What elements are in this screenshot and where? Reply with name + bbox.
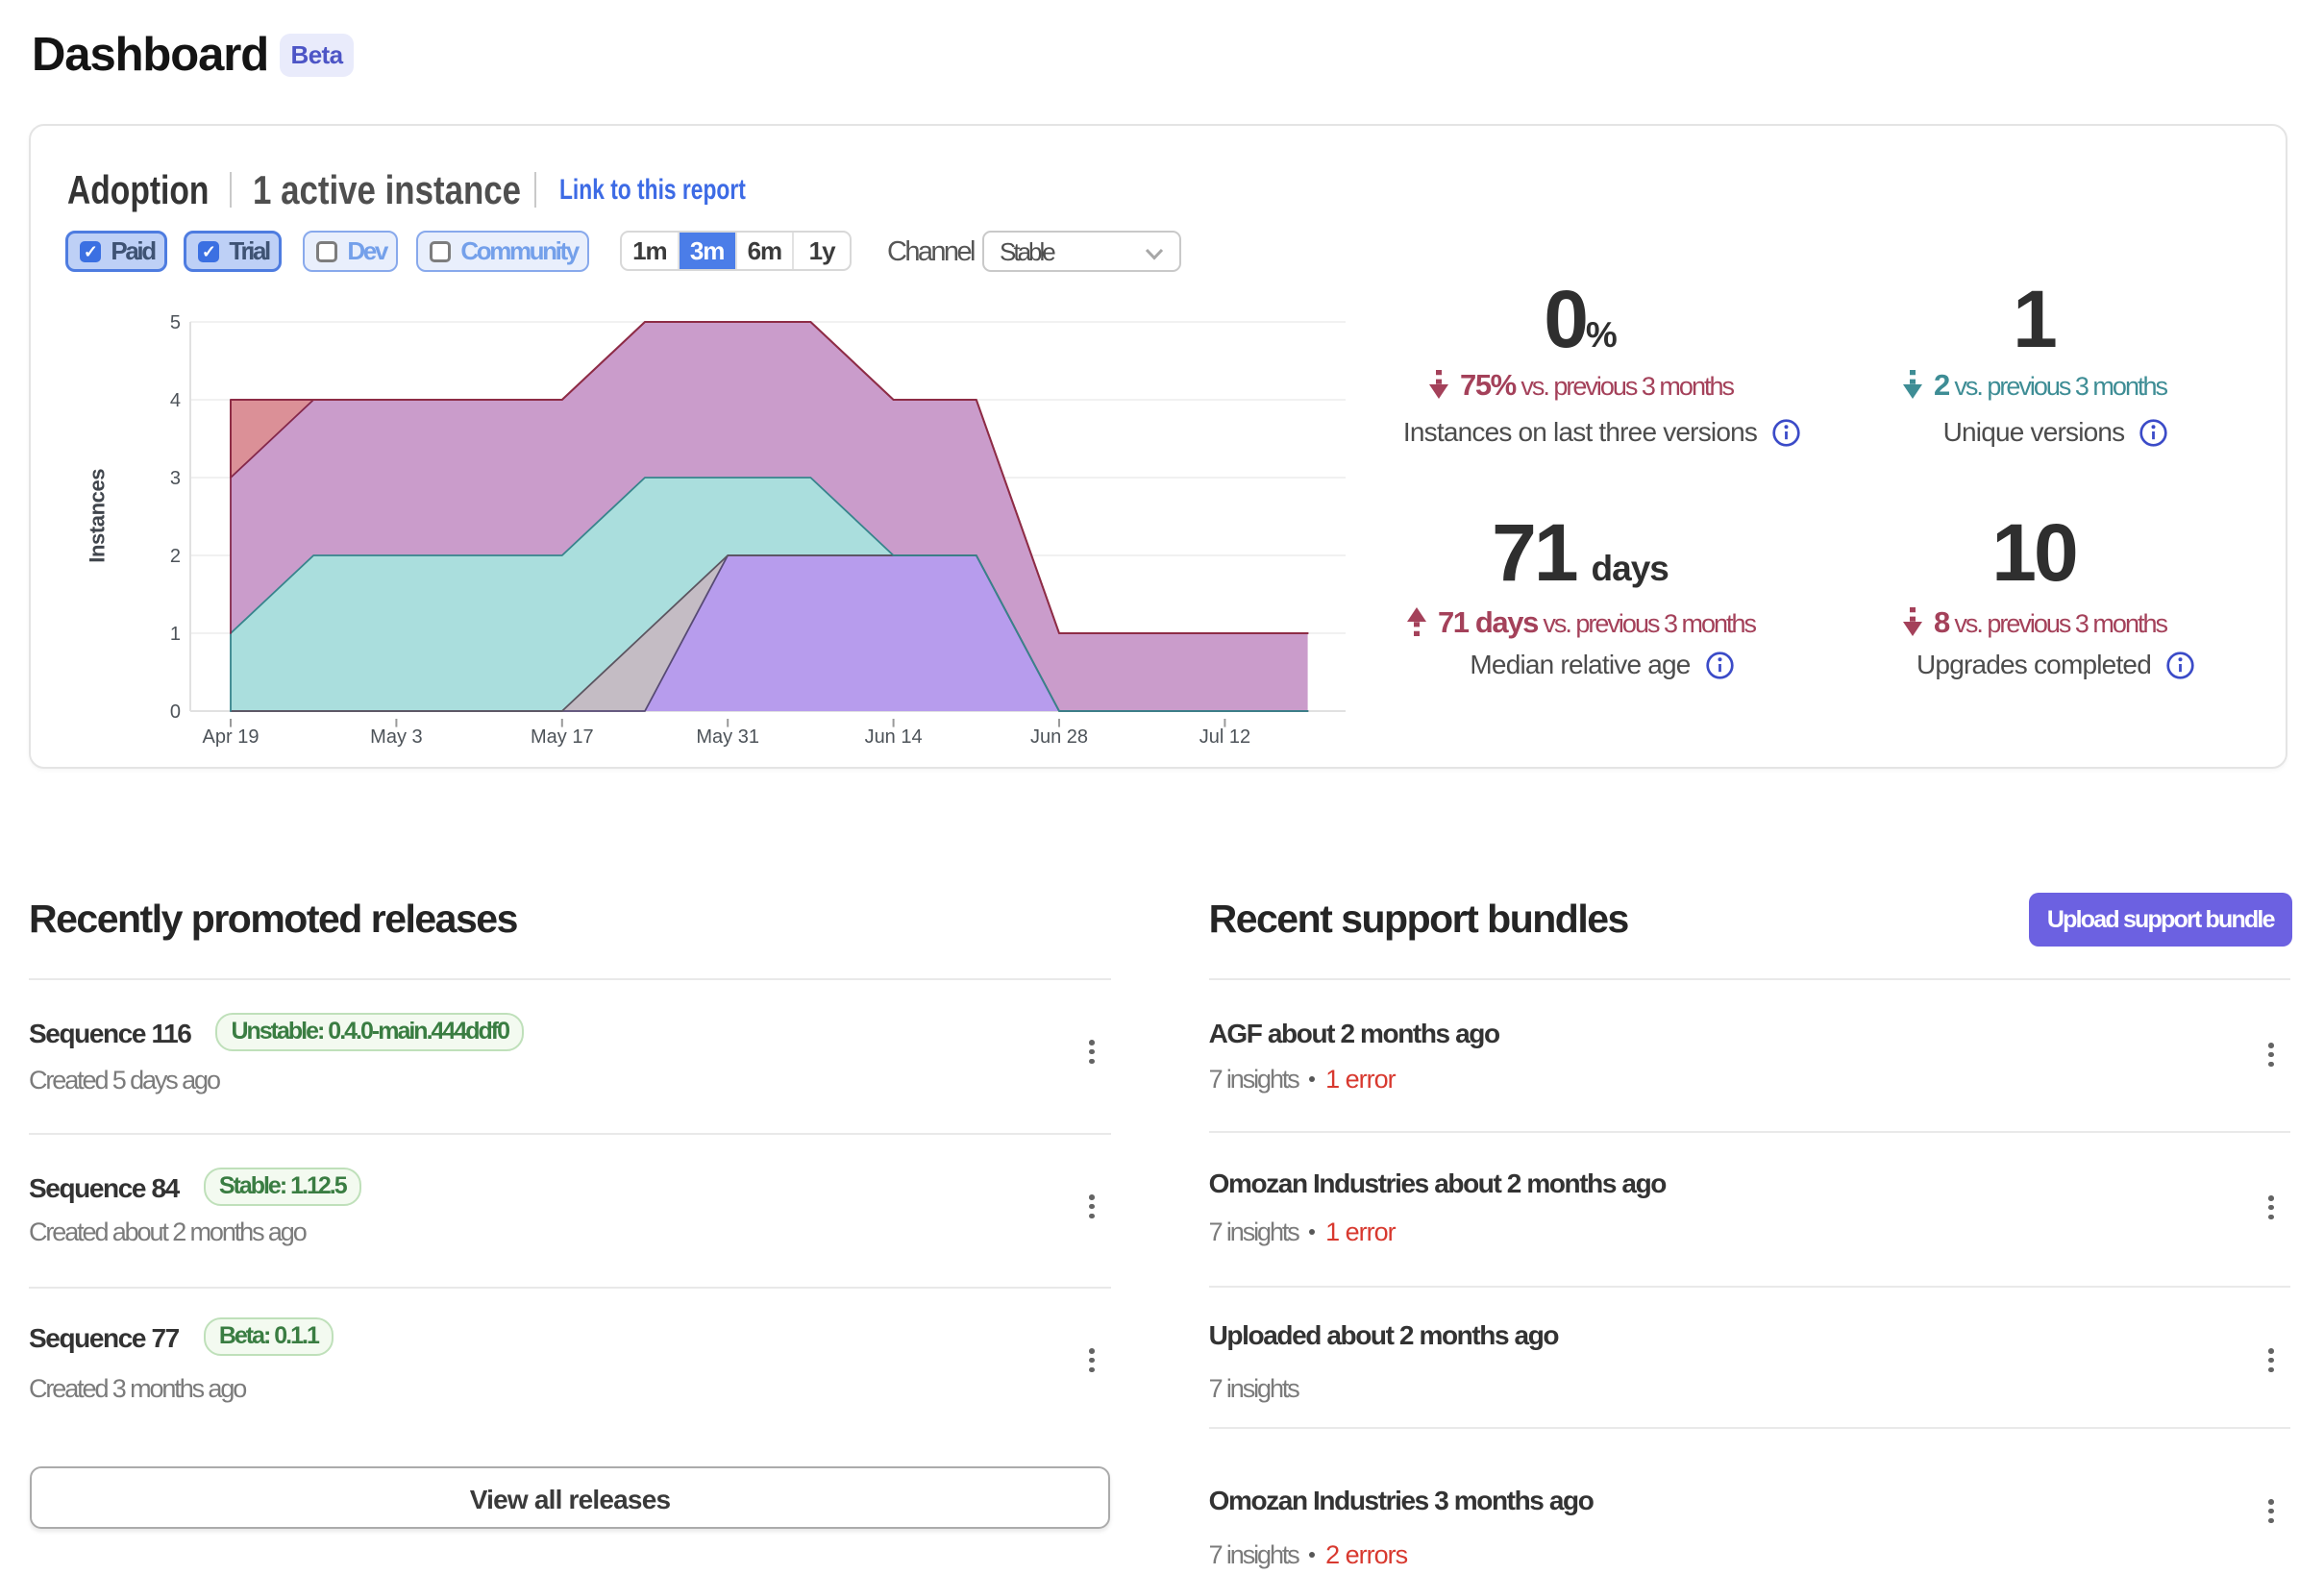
svg-text:0: 0 bbox=[170, 701, 181, 723]
svg-text:5: 5 bbox=[170, 312, 181, 333]
svg-text:2: 2 bbox=[170, 546, 181, 567]
svg-text:Instances: Instances bbox=[86, 469, 110, 563]
svg-text:Jul 12: Jul 12 bbox=[1199, 726, 1250, 748]
svg-text:May 31: May 31 bbox=[696, 726, 759, 748]
svg-text:Jun 28: Jun 28 bbox=[1030, 726, 1088, 748]
svg-text:Apr 19: Apr 19 bbox=[203, 726, 260, 748]
svg-text:4: 4 bbox=[170, 390, 181, 411]
svg-text:3: 3 bbox=[170, 468, 181, 489]
svg-text:May 17: May 17 bbox=[531, 726, 594, 748]
svg-text:May 3: May 3 bbox=[370, 726, 422, 748]
svg-text:Jun 14: Jun 14 bbox=[865, 726, 923, 748]
svg-text:1: 1 bbox=[170, 624, 181, 645]
